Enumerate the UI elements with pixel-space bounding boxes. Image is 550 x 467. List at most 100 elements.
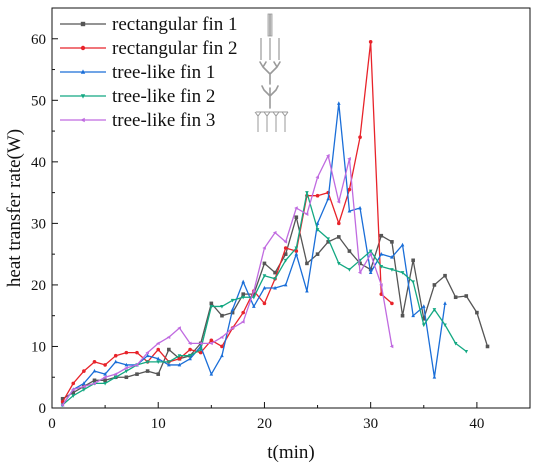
legend-swatch-marker xyxy=(80,21,86,27)
data-point xyxy=(209,301,214,306)
data-point xyxy=(113,353,118,358)
data-point xyxy=(464,349,469,354)
data-point xyxy=(411,258,415,263)
data-point xyxy=(294,249,299,253)
data-point xyxy=(368,40,373,44)
data-point xyxy=(326,196,330,201)
data-point xyxy=(432,283,437,287)
data-point xyxy=(421,323,426,328)
y-tick-label: 20 xyxy=(31,278,46,294)
data-point xyxy=(113,372,118,376)
data-point xyxy=(453,341,458,346)
data-point xyxy=(92,360,97,364)
data-point xyxy=(368,270,373,275)
legend-label: tree-like fin 3 xyxy=(112,110,215,131)
series-2 xyxy=(60,40,394,404)
data-point xyxy=(379,251,384,256)
data-point xyxy=(379,283,383,287)
data-point xyxy=(262,301,267,306)
data-point xyxy=(304,212,309,216)
data-point xyxy=(400,271,405,275)
data-point xyxy=(294,215,299,220)
data-point xyxy=(60,396,65,401)
data-point xyxy=(92,381,96,386)
data-point xyxy=(336,200,341,204)
data-point xyxy=(103,363,107,367)
legend-label: tree-like fin 2 xyxy=(112,86,215,107)
data-point xyxy=(347,249,352,253)
data-point xyxy=(358,261,362,266)
data-point xyxy=(177,356,182,361)
data-point xyxy=(103,371,107,376)
data-point xyxy=(198,350,203,355)
data-point xyxy=(252,292,256,296)
data-point xyxy=(273,277,277,281)
data-point xyxy=(82,388,86,392)
data-point xyxy=(134,363,139,367)
series-3 xyxy=(60,101,447,407)
y-tick-label: 60 xyxy=(31,32,46,48)
data-point xyxy=(124,366,128,370)
data-point xyxy=(209,338,214,343)
x-tick-label: 10 xyxy=(151,416,166,432)
data-point xyxy=(315,252,320,256)
data-point xyxy=(262,246,266,250)
data-point xyxy=(305,261,309,266)
x-tick-label: 20 xyxy=(257,416,272,432)
data-point xyxy=(209,341,213,346)
data-point xyxy=(167,347,171,352)
data-point xyxy=(135,372,139,376)
data-point xyxy=(241,279,245,284)
legend-label: rectangular fin 1 xyxy=(112,14,238,35)
data-point xyxy=(209,305,214,309)
data-point xyxy=(230,310,235,315)
legend-label: tree-like fin 1 xyxy=(112,62,215,83)
data-point xyxy=(124,375,129,380)
data-point xyxy=(230,298,235,303)
y-tick-label: 50 xyxy=(31,93,46,109)
tree-fin-3-icon xyxy=(254,111,289,132)
data-point xyxy=(145,360,150,365)
data-point xyxy=(220,313,224,318)
data-point xyxy=(241,320,245,324)
plot-frame xyxy=(51,7,531,409)
legend-item: tree-like fin 3 xyxy=(60,110,289,132)
data-point xyxy=(230,307,235,311)
data-point xyxy=(315,228,320,232)
data-point xyxy=(156,341,160,346)
data-point xyxy=(305,191,309,195)
data-point xyxy=(379,233,384,238)
data-point xyxy=(326,153,330,158)
data-point xyxy=(273,270,277,275)
data-point xyxy=(432,308,437,312)
legend-swatch-marker xyxy=(80,45,86,51)
single-plate-fin-icon xyxy=(267,13,273,37)
data-point xyxy=(219,335,224,340)
data-point xyxy=(71,387,75,392)
data-point xyxy=(71,394,76,398)
data-point xyxy=(262,261,267,266)
data-point xyxy=(124,362,129,367)
data-point xyxy=(443,273,447,278)
data-point xyxy=(390,301,394,306)
data-point xyxy=(294,206,298,210)
data-point xyxy=(315,221,320,225)
data-point xyxy=(167,360,171,365)
data-point xyxy=(400,313,405,318)
y-tick-label: 10 xyxy=(31,339,46,355)
data-point xyxy=(389,344,394,349)
legend-swatch-marker xyxy=(80,117,85,123)
data-point xyxy=(390,255,394,259)
data-point xyxy=(198,341,203,346)
data-point xyxy=(326,240,330,244)
data-point xyxy=(326,237,330,241)
data-point xyxy=(358,205,362,210)
data-point xyxy=(241,295,245,300)
data-point xyxy=(156,360,161,365)
series-line xyxy=(62,102,446,406)
data-point xyxy=(347,156,351,161)
data-point xyxy=(443,323,447,328)
data-point xyxy=(347,268,352,272)
data-point xyxy=(102,375,107,380)
